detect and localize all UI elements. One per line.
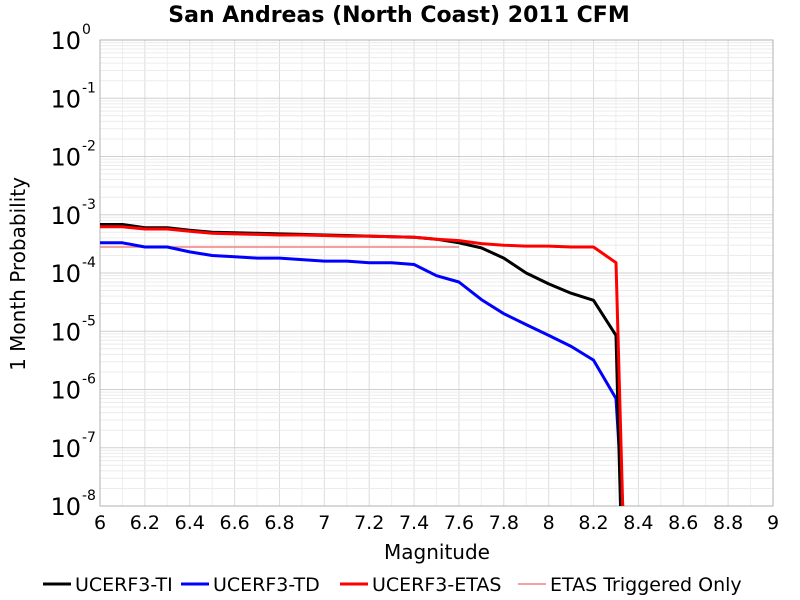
x-tick-label: 7 [318, 512, 330, 534]
grid [99, 40, 774, 507]
x-tick-label: 8 [543, 512, 555, 534]
legend-item: UCERF3-TD [181, 574, 320, 596]
y-tick-label: 10 -3 [50, 197, 96, 230]
x-axis-ticks: 6 6.2 6.4 6.6 6.8 7 7.2 7.4 7.6 7.8 8 8.2 8.4 8.6 8.8 9 [94, 512, 779, 534]
y-tick-exponent: 0 [82, 22, 91, 38]
legend-item: ETAS Triggered Only [518, 574, 742, 596]
y-tick-base: 10 [50, 85, 81, 113]
series-line-ucerf3-ti [100, 223, 622, 507]
y-tick-exponent: -4 [82, 255, 96, 271]
plot-area [99, 39, 774, 507]
x-tick-label: 8.4 [623, 512, 653, 534]
series-layer [100, 223, 625, 507]
x-tick-label: 6.4 [175, 512, 205, 534]
y-tick-exponent: -1 [82, 80, 96, 96]
y-tick-exponent: -8 [82, 488, 96, 504]
y-tick-base: 10 [50, 202, 81, 230]
y-tick-base: 10 [50, 144, 81, 172]
y-tick-label: 10 -4 [50, 255, 96, 288]
x-tick-label: 8.6 [668, 512, 698, 534]
x-tick-label: 7.2 [354, 512, 384, 534]
y-tick-exponent: -3 [82, 197, 96, 213]
x-tick-label: 6.8 [264, 512, 294, 534]
legend-item: UCERF3-TI [43, 574, 173, 596]
x-tick-label: 7.6 [444, 512, 474, 534]
series-line-ucerf3-etas [100, 225, 625, 507]
legend-item: UCERF3-ETAS [340, 574, 501, 596]
y-tick-label: 10 -7 [50, 430, 96, 463]
legend-label: UCERF3-ETAS [372, 574, 501, 596]
y-tick-base: 10 [50, 435, 81, 463]
legend-label: UCERF3-TD [213, 574, 320, 596]
y-tick-label: 10 -1 [50, 80, 96, 113]
legend: UCERF3-TI UCERF3-TD UCERF3-ETAS ETAS Trigge… [43, 574, 742, 596]
x-tick-label: 7.4 [399, 512, 429, 534]
legend-label: ETAS Triggered Only [550, 574, 742, 596]
y-tick-exponent: -5 [82, 313, 96, 329]
x-tick-label: 6 [94, 512, 106, 534]
x-tick-label: 8.8 [713, 512, 743, 534]
y-tick-base: 10 [50, 27, 81, 55]
y-tick-exponent: -2 [82, 139, 96, 155]
y-tick-base: 10 [50, 377, 81, 405]
x-tick-label: 7.8 [489, 512, 519, 534]
x-axis-label: Magnitude [384, 540, 490, 564]
y-tick-base: 10 [50, 318, 81, 346]
series-line-ucerf3-td [100, 241, 625, 507]
y-tick-label: 10 -8 [50, 488, 96, 521]
x-tick-label: 6.6 [219, 512, 249, 534]
chart-title: San Andreas (North Coast) 2011 CFM [168, 3, 629, 28]
x-tick-label: 6.2 [130, 512, 160, 534]
y-tick-label: 10 -5 [50, 313, 96, 346]
legend-label: UCERF3-TI [75, 574, 173, 596]
x-tick-label: 8.2 [578, 512, 608, 534]
y-tick-exponent: -6 [82, 372, 96, 388]
y-tick-label: 10 -6 [50, 372, 96, 405]
y-tick-label: 10 -2 [50, 139, 96, 172]
y-tick-base: 10 [50, 493, 81, 521]
y-tick-exponent: -7 [82, 430, 96, 446]
y-tick-base: 10 [50, 260, 81, 288]
y-tick-label: 10 0 [50, 22, 90, 55]
y-axis-label: 1 Month Probability [6, 177, 30, 371]
x-tick-label: 9 [767, 512, 779, 534]
